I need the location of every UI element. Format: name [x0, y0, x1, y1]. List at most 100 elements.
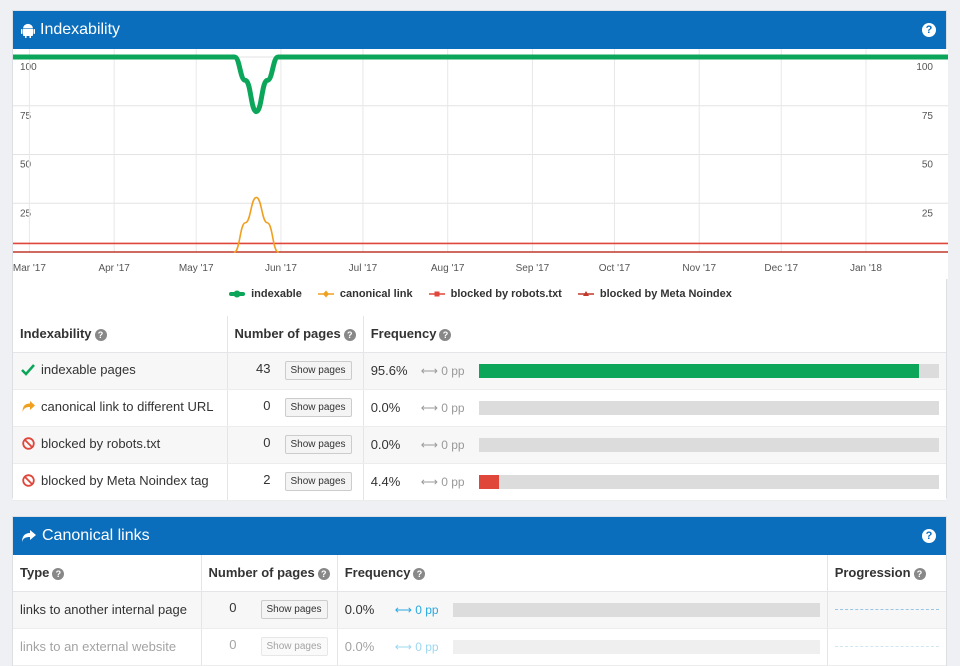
page-count: 0 [229, 600, 237, 615]
y-tick-label-right: 75 [922, 111, 934, 122]
row-frequency-cell: 95.6% ⟷ 0 pp [363, 352, 946, 390]
help-icon[interactable]: ? [94, 328, 107, 341]
row-count-cell: 0 Show pages [227, 389, 364, 427]
show-pages-button[interactable]: Show pages [284, 398, 352, 417]
row-count-cell: 0 Show pages [201, 591, 338, 629]
frequency-percent: 4.4% [370, 474, 401, 489]
help-icon[interactable]: ? [52, 567, 65, 580]
frequency-delta: ⟷ 0 pp [420, 474, 465, 489]
help-icon[interactable]: ? [922, 23, 936, 37]
frequency-delta: ⟷ 0 pp [420, 437, 465, 452]
legend-label: blocked by robots.txt [450, 288, 562, 300]
help-icon[interactable]: ? [317, 567, 330, 580]
legend-marker [229, 290, 246, 298]
col-progression: Progression? [827, 555, 946, 592]
help-icon[interactable]: ? [413, 567, 426, 580]
blocked-icon [20, 474, 36, 490]
frequency-percent: 0.0% [370, 437, 401, 452]
help-icon[interactable]: ? [922, 529, 936, 543]
row-label: blocked by robots.txt [13, 426, 228, 464]
page-count: 43 [256, 361, 271, 376]
y-tick-label: 75 [20, 111, 32, 122]
x-tick-label: Aug '17 [431, 263, 465, 274]
frequency-delta: ⟷ 0 pp [420, 363, 465, 378]
series-line-canonical-link [233, 196, 279, 253]
row-label: blocked by Meta Noindex tag [13, 463, 228, 501]
row-count-cell: 43 Show pages [227, 352, 364, 390]
row-label: canonical link to different URL [13, 389, 228, 427]
y-tick-label: 50 [20, 160, 32, 171]
check-icon [20, 363, 36, 379]
x-tick-label: Mar '17 [13, 263, 46, 274]
col-number-of-pages: Number of pages? [201, 555, 338, 592]
frequency-bar [478, 437, 939, 452]
frequency-percent: 0.0% [344, 602, 375, 617]
page-count: 2 [263, 472, 271, 487]
x-tick-label: Jun '17 [265, 263, 297, 274]
col-number-of-pages: Number of pages? [227, 316, 364, 353]
row-frequency-cell: 4.4% ⟷ 0 pp [363, 463, 946, 501]
frequency-percent: 0.0% [370, 400, 401, 415]
progression-sparkline [834, 645, 939, 648]
table-row: indexable pages 43 Show pages 95.6% ⟷ 0 pp [13, 352, 946, 390]
frequency-bar [478, 400, 939, 415]
frequency-percent: 0.0% [344, 639, 375, 654]
x-tick-label: Oct '17 [599, 263, 631, 274]
row-frequency-cell: 0.0% ⟷ 0 pp [337, 591, 828, 629]
row-count-cell: 0 Show pages [227, 426, 364, 464]
legend-marker [317, 290, 334, 298]
frequency-bar-fill [478, 474, 499, 489]
row-frequency-cell: 0.0% ⟷ 0 pp [363, 426, 946, 464]
frequency-bar [452, 639, 820, 654]
frequency-bar [478, 474, 939, 489]
table-row: blocked by Meta Noindex tag 2 Show pages 4.… [13, 463, 946, 501]
frequency-percent: 95.6% [370, 363, 408, 378]
frequency-delta: ⟷ 0 pp [420, 400, 465, 415]
show-pages-button[interactable]: Show pages [284, 435, 352, 454]
x-tick-label: Jan '18 [850, 263, 882, 274]
show-pages-button[interactable]: Show pages [260, 637, 328, 656]
android-icon [21, 23, 35, 38]
x-tick-label: Apr '17 [98, 263, 130, 274]
legend-item[interactable]: indexable [229, 288, 302, 300]
row-label: indexable pages [13, 352, 228, 390]
share-arrow-icon [21, 529, 37, 543]
indexability-title: Indexability [40, 21, 121, 38]
x-tick-label: Jul '17 [349, 263, 378, 274]
legend-label: blocked by Meta Noindex [599, 288, 732, 300]
table-row: links to another internal page 0 Show page… [13, 591, 946, 629]
legend-marker [577, 290, 594, 298]
help-icon[interactable]: ? [343, 328, 356, 341]
legend-marker [428, 290, 445, 298]
indexability-header: Indexability ? [13, 11, 946, 49]
canonical-links-title: Canonical links [42, 527, 150, 544]
progression-cell [827, 591, 946, 629]
page-count: 0 [263, 398, 271, 413]
legend-item[interactable]: blocked by Meta Noindex [577, 288, 732, 300]
show-pages-button[interactable]: Show pages [284, 361, 352, 380]
y-tick-label-right: 25 [922, 208, 934, 219]
col-type: Type? [13, 555, 202, 592]
help-icon[interactable]: ? [913, 567, 926, 580]
row-count-cell: 2 Show pages [227, 463, 364, 501]
canonical-links-panel: Canonical links ? Type? Number of pages?… [12, 516, 947, 666]
y-tick-label: 25 [20, 208, 32, 219]
legend-item[interactable]: canonical link [317, 288, 413, 300]
frequency-delta: ⟷ 0 pp [394, 639, 439, 654]
show-pages-button[interactable]: Show pages [260, 600, 328, 619]
chart-legend: indexable canonical link blocked by robots… [13, 279, 948, 309]
help-icon[interactable]: ? [439, 328, 452, 341]
frequency-bar-fill [478, 363, 919, 378]
canonical-links-table: Type? Number of pages? Frequency? Progre… [13, 555, 946, 666]
legend-item[interactable]: blocked by robots.txt [428, 288, 562, 300]
canonical-links-header: Canonical links ? [13, 517, 946, 555]
col-indexability: Indexability? [13, 316, 228, 353]
show-pages-button[interactable]: Show pages [284, 472, 352, 491]
frequency-bar [478, 363, 939, 378]
table-row: canonical link to different URL 0 Show pag… [13, 389, 946, 427]
col-frequency: Frequency? [363, 316, 946, 353]
plot-area [13, 49, 948, 279]
row-label: links to an external website [13, 628, 202, 666]
table-row: blocked by robots.txt 0 Show pages 0.0% ⟷ 0 … [13, 426, 946, 464]
indexability-table: Indexability? Number of pages? Frequency… [13, 316, 946, 501]
